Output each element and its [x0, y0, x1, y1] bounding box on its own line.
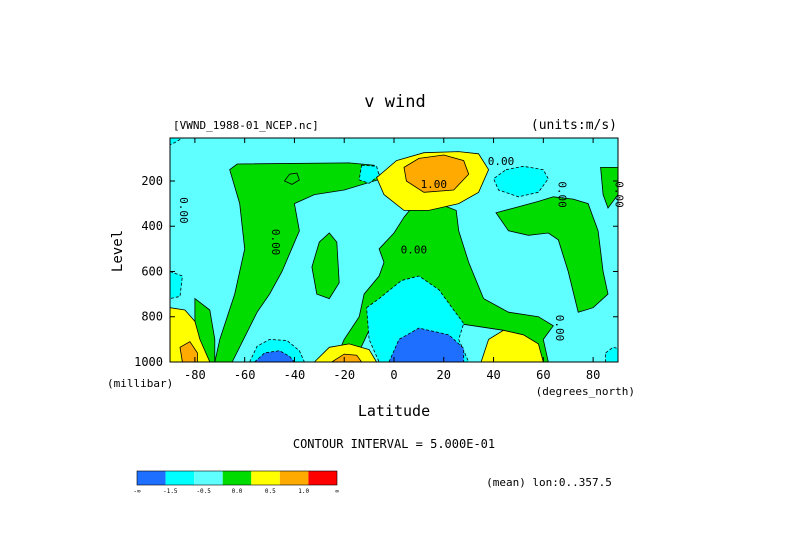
x-tick-label-4: 0: [390, 368, 397, 382]
x-tick-label-7: 60: [536, 368, 550, 382]
colorbar-label-0: -∞: [133, 488, 141, 495]
contour-label-7: 0.00: [553, 315, 566, 342]
contour-interval: CONTOUR INTERVAL = 5.000E-01: [293, 437, 495, 451]
contour-label-1: 1.00: [421, 178, 448, 191]
colorbar-swatch-4: [251, 471, 280, 485]
contour-region-21: [169, 270, 183, 300]
plot-area: [169, 137, 619, 363]
colorbar-label-1: -1.5: [163, 488, 178, 495]
y-unit-label: (millibar): [107, 377, 173, 390]
y-tick-label-4: 1000: [134, 355, 163, 369]
x-tick-label-0: -80: [184, 368, 206, 382]
colorbar: -∞ -1.5 -0.5 0.0 0.5 1.0 ∞: [133, 470, 339, 495]
file-label: [VWND_1988-01_NCEP.nc]: [173, 119, 319, 132]
contour-region-5: [600, 166, 619, 209]
contour-region-2: [311, 232, 340, 300]
x-unit-label: (degrees_north): [536, 385, 635, 398]
x-axis: -80 -60 -40 -20 0 20 40 60 80: [184, 138, 600, 382]
colorbar-swatch-2: [194, 471, 223, 485]
x-tick-label-3: -20: [333, 368, 355, 382]
colorbar-label-5: 1.0: [298, 488, 309, 495]
chart-title: v wind: [364, 92, 425, 112]
colorbar-label-2: -0.5: [196, 488, 211, 495]
y-axis: 200 400 600 800 1000: [134, 174, 618, 369]
colorbar-swatch-0: [137, 471, 166, 485]
x-tick-label-8: 80: [586, 368, 600, 382]
contour-label-0: 0.00: [488, 155, 515, 168]
contour-label-6: 0.00: [613, 181, 626, 208]
colorbar-label-6: ∞: [335, 488, 339, 495]
x-tick-label-2: -40: [284, 368, 306, 382]
x-tick-label-5: 20: [437, 368, 451, 382]
contour-region-8: [403, 154, 470, 193]
contour-label-5: 0.00: [555, 181, 568, 208]
contour-label-2: 0.00: [401, 243, 428, 256]
x-tick-label-6: 40: [486, 368, 500, 382]
x-tick-label-1: -60: [234, 368, 256, 382]
y-tick-label-3: 800: [141, 310, 163, 324]
contour-label-4: 0.00: [269, 229, 282, 256]
y-axis-label: Level: [110, 230, 126, 272]
colorbar-swatch-6: [308, 471, 337, 485]
contour-region-4: [495, 196, 609, 313]
y-tick-label-1: 400: [141, 219, 163, 233]
contour-region-15: [253, 350, 296, 363]
colorbar-label-4: 0.5: [265, 488, 276, 495]
contour-label-3: 0.00: [177, 197, 190, 224]
contour-labels: 0.00 1.00 0.00 0.00 0.00 0.00 0.00 0.00: [177, 155, 626, 341]
contour-region-11: [283, 172, 300, 185]
colorbar-frame: [136, 470, 338, 486]
mean-label: (mean) lon:0..357.5: [486, 476, 612, 489]
colorbar-swatch-5: [279, 471, 309, 485]
contour-region-10: [358, 164, 380, 184]
y-tick-label-2: 600: [141, 264, 163, 278]
colorbar-swatch-3: [222, 471, 252, 485]
contour-region-23: [169, 137, 184, 146]
x-axis-label: Latitude: [358, 402, 430, 420]
units-label: (units:m/s): [531, 118, 617, 133]
contour-region-9: [493, 165, 549, 198]
y-tick-label-0: 200: [141, 174, 163, 188]
colorbar-swatch-1: [165, 471, 195, 485]
colorbar-label-3: 0.0: [232, 488, 243, 495]
